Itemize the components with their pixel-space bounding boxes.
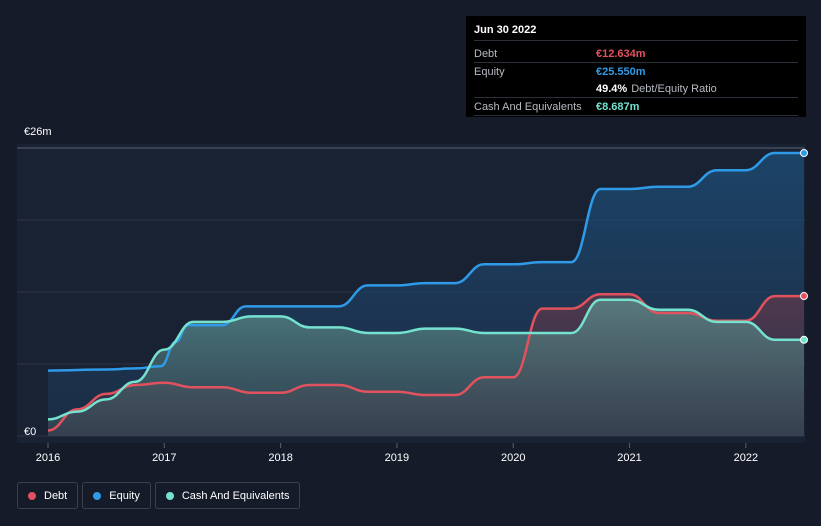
tooltip-cash-label: Cash And Equivalents [474, 101, 582, 113]
x-tick-label: 2022 [734, 452, 758, 464]
tooltip-ratio-suffix: Debt/Equity Ratio [631, 83, 717, 95]
series-lines [47, 151, 804, 432]
legend-item-cash[interactable]: Cash And Equivalents [154, 482, 301, 509]
legend-debt-dot-icon [28, 491, 36, 500]
legend-item-debt[interactable]: Debt [17, 482, 79, 509]
legend-cash-label: Cash And Equivalents [181, 489, 290, 502]
tooltip-row-cash: Cash And Equivalents €8.687m [474, 98, 798, 116]
legend-equity-label: Equity [109, 489, 140, 502]
tooltip-debt-label: Debt [474, 48, 498, 60]
equity-end-marker [800, 148, 808, 157]
x-tick-label: 2018 [268, 452, 292, 464]
series-end-markers [800, 148, 808, 344]
x-tick-label: 2021 [617, 452, 641, 464]
legend-equity-dot-icon [93, 491, 102, 500]
y-tick-label: €0 [24, 426, 36, 438]
tooltip-cash-value: €8.687m [596, 101, 640, 113]
tooltip-equity-value: €25.550m [596, 66, 646, 78]
tooltip-panel: Jun 30 2022 Debt €12.634m Equity €25.550… [466, 16, 806, 117]
tooltip-row-ratio: 49.4% Debt/Equity Ratio [474, 80, 798, 98]
legend-cash-dot-icon [165, 491, 174, 500]
tooltip-row-equity: Equity €25.550m [474, 63, 798, 80]
tooltip-equity-label: Equity [474, 66, 505, 78]
tooltip-date: Jun 30 2022 [474, 24, 798, 41]
chart-legend: Debt Equity Cash And Equivalents [17, 482, 301, 509]
tooltip-row-debt: Debt €12.634m [474, 45, 798, 63]
x-tick-label: 2017 [152, 452, 176, 464]
equity-line [47, 151, 804, 372]
cash-and-equivalents-area [48, 299, 804, 436]
x-axis-ticks: 2016 2017 2018 2019 2020 2021 2022 [36, 443, 758, 464]
x-tick-label: 2019 [385, 452, 409, 464]
debt-end-marker [800, 292, 808, 301]
y-axis-ticks: €0 €26m [24, 126, 52, 438]
legend-debt-label: Debt [44, 489, 68, 502]
cash-and-equivalents-line [47, 298, 804, 421]
tooltip-ratio-value: 49.4% [596, 83, 628, 95]
legend-item-equity[interactable]: Equity [82, 482, 151, 509]
debt-line [47, 292, 804, 432]
cash-and-equivalents-end-marker [800, 335, 808, 344]
x-tick-label: 2020 [501, 452, 525, 464]
series-areas [48, 153, 804, 436]
x-tick-label: 2016 [36, 452, 60, 464]
y-tick-label: €26m [24, 126, 52, 138]
tooltip-debt-value: €12.634m [596, 48, 646, 60]
